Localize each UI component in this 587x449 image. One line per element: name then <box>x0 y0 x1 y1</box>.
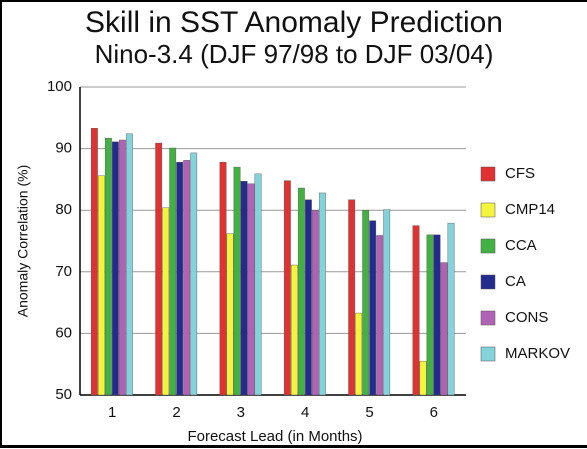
legend-swatch <box>480 238 496 254</box>
legend-label: CCA <box>505 237 537 254</box>
y-tick-label: 90 <box>55 140 72 157</box>
bar <box>355 312 363 396</box>
bar <box>183 160 191 396</box>
bar <box>111 141 119 396</box>
bar <box>419 360 427 396</box>
bar <box>226 233 234 396</box>
bar <box>304 199 312 396</box>
bar <box>97 175 105 396</box>
bar <box>254 173 262 396</box>
x-tick-label: 5 <box>365 404 373 421</box>
bar <box>169 147 177 396</box>
bar <box>440 262 448 396</box>
y-tick-label: 70 <box>55 263 72 280</box>
legend-swatch <box>480 274 496 290</box>
bar <box>125 133 133 396</box>
legend-label: CMP14 <box>505 201 555 218</box>
bar <box>412 225 420 396</box>
bar <box>318 192 326 396</box>
x-tick-label: 6 <box>430 404 438 421</box>
legend-swatch <box>480 346 496 362</box>
bar <box>383 209 391 396</box>
x-tick-label: 3 <box>237 404 245 421</box>
x-axis-label: Forecast Lead (in Months) <box>187 428 362 445</box>
legend-label: CFS <box>505 165 535 182</box>
legend-label: CA <box>505 273 526 290</box>
y-axis-label: Anomaly Correlation (%) <box>15 165 31 318</box>
bar <box>118 139 126 396</box>
legend-swatch <box>480 310 496 326</box>
chart-title: Skill in SST Anomaly Prediction <box>85 6 503 39</box>
bar <box>433 234 441 396</box>
x-tick-label: 1 <box>108 404 116 421</box>
bar <box>426 234 434 396</box>
bar <box>362 209 370 396</box>
bar <box>176 161 184 396</box>
bar <box>348 199 356 396</box>
bar <box>240 181 248 396</box>
y-tick-label: 100 <box>47 78 72 95</box>
bar <box>155 142 163 396</box>
x-tick-label: 2 <box>172 404 180 421</box>
legend-label: MARKOV <box>505 345 570 362</box>
bar <box>104 137 112 396</box>
y-tick-label: 80 <box>55 201 72 218</box>
bar <box>90 128 98 396</box>
bar <box>283 180 291 396</box>
bar <box>190 152 198 396</box>
bar <box>247 183 255 396</box>
chart-subtitle: Nino-3.4 (DJF 97/98 to DJF 03/04) <box>95 39 494 69</box>
bar <box>447 222 455 396</box>
bar <box>297 187 305 396</box>
bar <box>311 209 319 396</box>
bar <box>376 235 384 396</box>
y-tick-label: 60 <box>55 324 72 341</box>
bar <box>369 220 377 396</box>
y-tick-label: 50 <box>55 386 72 403</box>
bar <box>233 166 241 396</box>
legend-swatch <box>480 166 496 182</box>
bar <box>219 161 227 396</box>
bar <box>290 264 298 396</box>
x-tick-label: 4 <box>301 404 309 421</box>
bar <box>162 207 170 396</box>
legend-label: CONS <box>505 309 548 326</box>
legend-swatch <box>480 202 496 218</box>
